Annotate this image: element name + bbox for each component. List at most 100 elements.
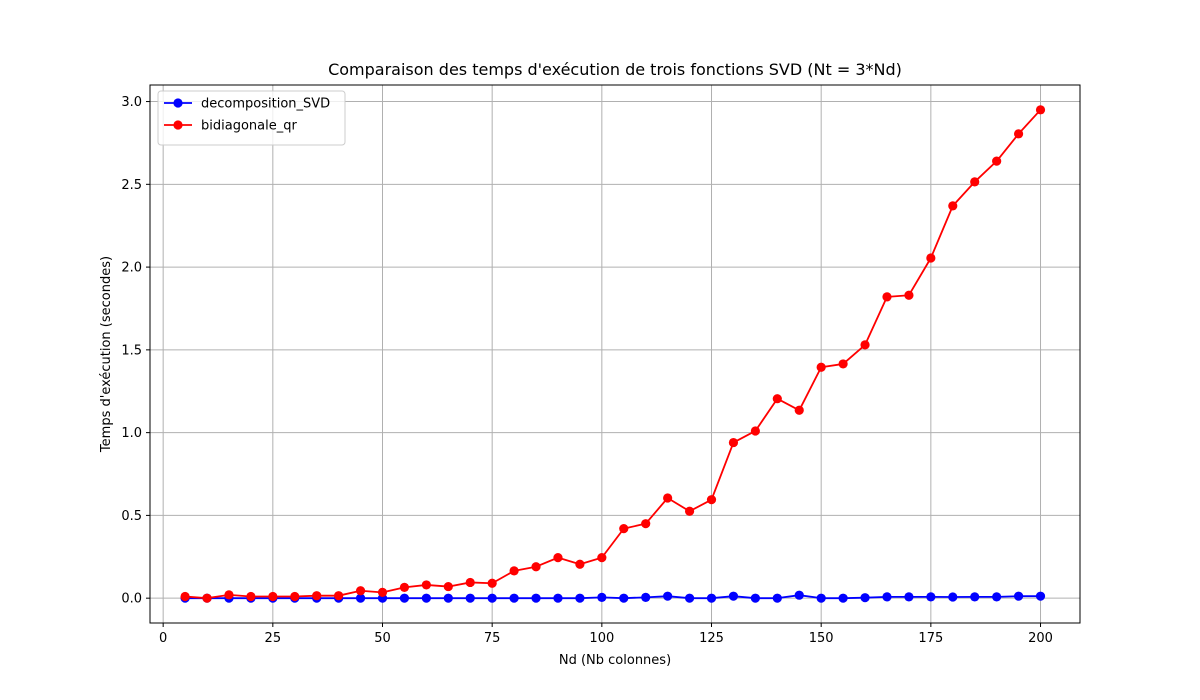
x-tick-label: 100 — [589, 631, 614, 646]
legend-box — [157, 90, 346, 146]
data-point — [728, 591, 739, 601]
data-point — [443, 593, 453, 603]
series-line — [185, 594, 1041, 600]
data-point — [794, 405, 804, 415]
data-point — [597, 553, 607, 563]
data-point — [860, 593, 870, 603]
data-point — [860, 340, 870, 350]
data-point — [948, 592, 958, 602]
y-tick-label: 2.5 — [121, 178, 142, 193]
data-point — [1035, 591, 1046, 601]
data-point — [487, 593, 497, 603]
y-axis-title: Temps d'exécution (secondes) — [99, 256, 114, 453]
x-tick-label: 175 — [918, 631, 943, 646]
data-point — [619, 524, 629, 534]
data-point — [399, 582, 410, 593]
data-point — [531, 593, 541, 603]
data-point — [992, 156, 1002, 166]
data-point — [180, 591, 190, 602]
data-point — [509, 566, 519, 576]
data-point — [641, 519, 651, 529]
data-point — [663, 591, 673, 601]
chart-title: Comparaison des temps d'exécution de tro… — [328, 60, 902, 79]
data-point — [750, 426, 760, 436]
data-point — [443, 581, 453, 592]
data-point — [794, 590, 804, 600]
data-point — [355, 593, 366, 603]
data-point — [1013, 129, 1024, 139]
x-tick-label: 125 — [699, 631, 724, 646]
data-point — [882, 292, 892, 302]
y-tick-label: 1.5 — [121, 343, 142, 358]
data-point — [487, 578, 497, 588]
data-point — [531, 562, 541, 572]
data-point — [728, 437, 739, 448]
data-point — [421, 580, 431, 590]
x-tick-label: 200 — [1028, 631, 1053, 646]
x-tick-label: 75 — [484, 631, 501, 646]
data-point — [465, 577, 475, 588]
data-point — [992, 592, 1002, 602]
data-point — [421, 593, 431, 603]
data-point — [772, 593, 782, 603]
series-bidiagonale_qr — [180, 105, 1046, 603]
legend-marker — [173, 120, 183, 130]
legend-item: decomposition_SVD — [164, 97, 330, 112]
y-tick-label: 0.5 — [121, 509, 142, 524]
data-point — [355, 586, 366, 596]
data-point — [684, 593, 695, 603]
data-point — [575, 559, 585, 569]
legend: decomposition_SVD bidiagonale_qr — [157, 90, 346, 146]
x-tick-label: 0 — [159, 631, 167, 646]
y-tick-label: 2.0 — [121, 261, 142, 276]
data-point — [838, 359, 848, 369]
data-point — [926, 592, 936, 602]
data-point — [465, 593, 475, 603]
data-point — [1035, 105, 1046, 115]
data-point — [904, 592, 914, 602]
data-point — [246, 591, 256, 602]
data-point — [224, 590, 234, 600]
x-tick-label: 25 — [265, 631, 282, 646]
axis-ticks: 0 25 50 75 100 125 150 175 200 0.0 0.5 1.0 1.5 2.0 2.5… — [121, 95, 1053, 646]
data-point — [684, 506, 695, 516]
data-point — [970, 592, 980, 602]
data-point — [706, 495, 717, 505]
data-point — [312, 591, 322, 601]
data-point — [399, 593, 410, 603]
data-point — [597, 592, 607, 602]
data-point — [816, 362, 826, 372]
data-point — [706, 593, 717, 603]
y-tick-label: 0.0 — [121, 592, 142, 607]
data-point — [575, 593, 585, 603]
data-point — [509, 593, 519, 603]
legend-label: decomposition_SVD — [201, 97, 330, 112]
legend-item: bidiagonale_qr — [164, 119, 297, 134]
legend-label: bidiagonale_qr — [201, 119, 297, 134]
plot-frame — [149, 84, 1081, 624]
data-point — [882, 592, 892, 602]
data-point — [377, 587, 388, 597]
x-tick-label: 150 — [809, 631, 834, 646]
data-point — [948, 201, 958, 211]
data-point — [553, 593, 563, 603]
data-point — [750, 593, 760, 603]
data-point — [334, 591, 344, 601]
data-point — [926, 253, 936, 263]
data-point — [1013, 591, 1024, 601]
data-point — [838, 593, 848, 603]
series-line — [185, 109, 1042, 600]
data-point — [772, 394, 782, 404]
legend-marker — [173, 98, 183, 108]
data-point — [553, 553, 563, 563]
data-point — [663, 493, 673, 503]
data-point — [970, 177, 980, 187]
y-tick-label: 3.0 — [121, 95, 142, 110]
data-point — [290, 591, 300, 602]
data-point — [619, 593, 629, 603]
x-tick-label: 50 — [374, 631, 391, 646]
y-tick-label: 1.0 — [121, 426, 142, 441]
data-point — [641, 592, 651, 602]
data-point — [268, 591, 278, 602]
